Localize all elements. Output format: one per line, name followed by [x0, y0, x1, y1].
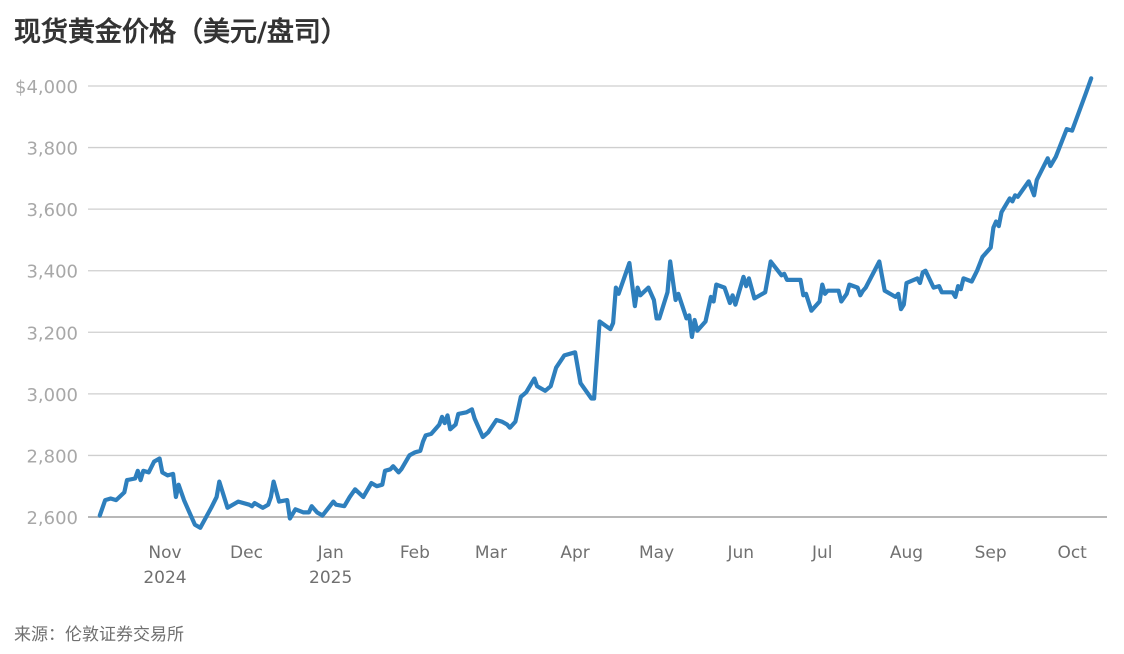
gridlines: [88, 85, 1107, 518]
x-tick-label: Oct: [1057, 543, 1087, 563]
y-tick-label: 3,200: [26, 323, 78, 344]
x-tick-label: Jan: [317, 543, 344, 563]
x-tick-label: Dec: [230, 543, 263, 563]
x-tick-year-label: 2025: [309, 568, 352, 588]
y-axis-ticks: $4,000 3,800 3,600 3,400 3,200 3,000 2,800 2,60…: [15, 77, 78, 529]
x-tick-label: Sep: [975, 543, 1007, 563]
price-line: [97, 76, 1094, 530]
x-tick-year-label: 2024: [143, 568, 186, 588]
x-tick-label: Mar: [475, 543, 507, 563]
y-tick-label: 2,800: [26, 446, 78, 467]
y-tick-label: 3,600: [26, 200, 78, 221]
series-group: [97, 76, 1094, 530]
x-tick-label: Jun: [727, 543, 755, 563]
chart-title: 现货黄金价格（美元/盘司）: [14, 16, 348, 48]
y-tick-label: 2,600: [26, 508, 78, 529]
x-tick-label: Nov: [148, 543, 181, 563]
x-tick-label: Feb: [400, 543, 430, 563]
source-note: 来源：伦敦证券交易所: [14, 625, 184, 645]
y-tick-label: $4,000: [15, 77, 78, 98]
x-tick-label: Jul: [811, 543, 833, 563]
x-tick-label: Aug: [890, 543, 923, 563]
y-tick-label: 3,400: [26, 262, 78, 283]
y-tick-label: 3,000: [26, 385, 78, 406]
x-tick-label: May: [639, 543, 674, 563]
x-axis-ticks: Nov 2024 Dec Jan 2025 Feb Mar Apr May Jun Jul Aug Se…: [143, 543, 1087, 588]
x-tick-label: Apr: [560, 543, 589, 563]
y-tick-label: 3,800: [26, 139, 78, 160]
